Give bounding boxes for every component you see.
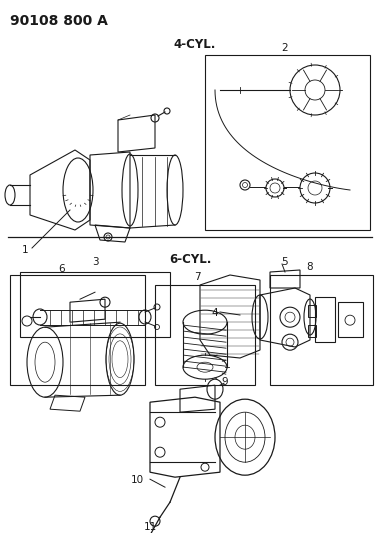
Text: 7: 7 [194, 272, 200, 282]
Text: 5: 5 [282, 257, 288, 267]
Text: 6: 6 [59, 264, 65, 274]
Text: 90108 800 A: 90108 800 A [10, 14, 108, 28]
Text: 10: 10 [130, 475, 144, 485]
Text: 9: 9 [222, 377, 228, 387]
Bar [308, 305, 316, 317]
Text: 6-CYL.: 6-CYL. [169, 253, 211, 265]
Bar [338, 302, 363, 337]
Bar [270, 275, 373, 385]
Text: 4: 4 [212, 308, 218, 318]
Text: 4-CYL.: 4-CYL. [174, 38, 216, 52]
Text: 8: 8 [307, 262, 314, 272]
Text: 3: 3 [92, 257, 98, 267]
Text: 2: 2 [282, 43, 288, 53]
Bar [155, 285, 255, 385]
Text: 1: 1 [22, 245, 28, 255]
Bar [20, 272, 170, 337]
Bar [205, 55, 370, 230]
Bar [308, 325, 316, 337]
Bar [10, 275, 145, 385]
Bar [315, 297, 335, 342]
Text: 11: 11 [143, 522, 157, 532]
